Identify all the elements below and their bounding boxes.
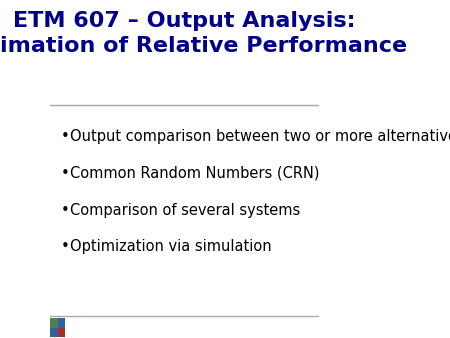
Text: •: •	[61, 129, 70, 144]
Text: Optimization via simulation: Optimization via simulation	[70, 239, 272, 255]
Text: ETM 607 – Output Analysis:
Estimation of Relative Performance: ETM 607 – Output Analysis: Estimation of…	[0, 11, 407, 56]
Text: •: •	[61, 166, 70, 180]
Bar	[50, 318, 65, 337]
Text: Comparison of several systems: Comparison of several systems	[70, 202, 301, 218]
Text: •: •	[61, 239, 70, 255]
Bar	[58, 328, 65, 337]
Text: Output comparison between two or more alternative systems: Output comparison between two or more al…	[70, 129, 450, 144]
Text: Common Random Numbers (CRN): Common Random Numbers (CRN)	[70, 166, 320, 180]
Bar	[50, 318, 58, 328]
Text: •: •	[61, 202, 70, 218]
